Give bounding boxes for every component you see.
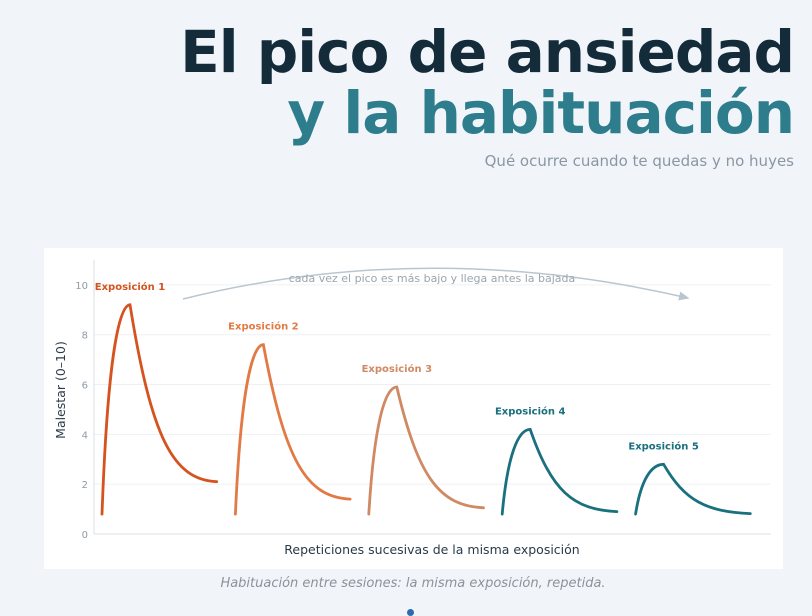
x-axis-label: Repeticiones sucesivas de la misma expos… (284, 542, 579, 557)
series-label-2: Exposición 2 (228, 321, 299, 333)
y-tick-label: 0 (82, 530, 88, 541)
y-tick-label: 4 (82, 430, 88, 441)
series-line-3 (367, 385, 485, 516)
y-tick-label: 8 (82, 331, 88, 342)
chart-caption: Habituación entre sesiones: la misma exp… (220, 576, 606, 591)
series-line-1 (100, 303, 219, 516)
series-line-5 (634, 462, 752, 516)
habituation-chart: 0 2 4 6 8 10 cada vez el pico es más bajo y l… (53, 260, 771, 557)
page-title-line-1: El pico de ansiedad (180, 18, 795, 86)
page-indicator-dot (407, 609, 414, 616)
series-label-1: Exposición 1 (95, 281, 166, 293)
series-line-4 (500, 427, 619, 516)
page-title-line-2: y la habituación (287, 79, 795, 147)
series-line-2 (234, 343, 352, 516)
series-label-3: Exposición 3 (362, 363, 433, 375)
title-block: El pico de ansiedad y la habituación Qué… (180, 18, 795, 170)
chart-card: 0 2 4 6 8 10 cada vez el pico es más bajo y l… (44, 248, 783, 569)
y-tick-label: 6 (82, 381, 88, 392)
series-label-5: Exposición 5 (628, 440, 699, 452)
y-tick-label: 2 (82, 480, 88, 491)
y-axis-label: Malestar (0–10) (53, 341, 68, 439)
page-subtitle: Qué ocurre cuando te quedas y no huyes (484, 152, 794, 170)
annotation-arrow (182, 267, 690, 301)
annotation-text: cada vez el pico es más bajo y llega ant… (289, 272, 576, 285)
series-label-4: Exposición 4 (495, 405, 566, 417)
y-tick-label: 10 (75, 281, 88, 292)
